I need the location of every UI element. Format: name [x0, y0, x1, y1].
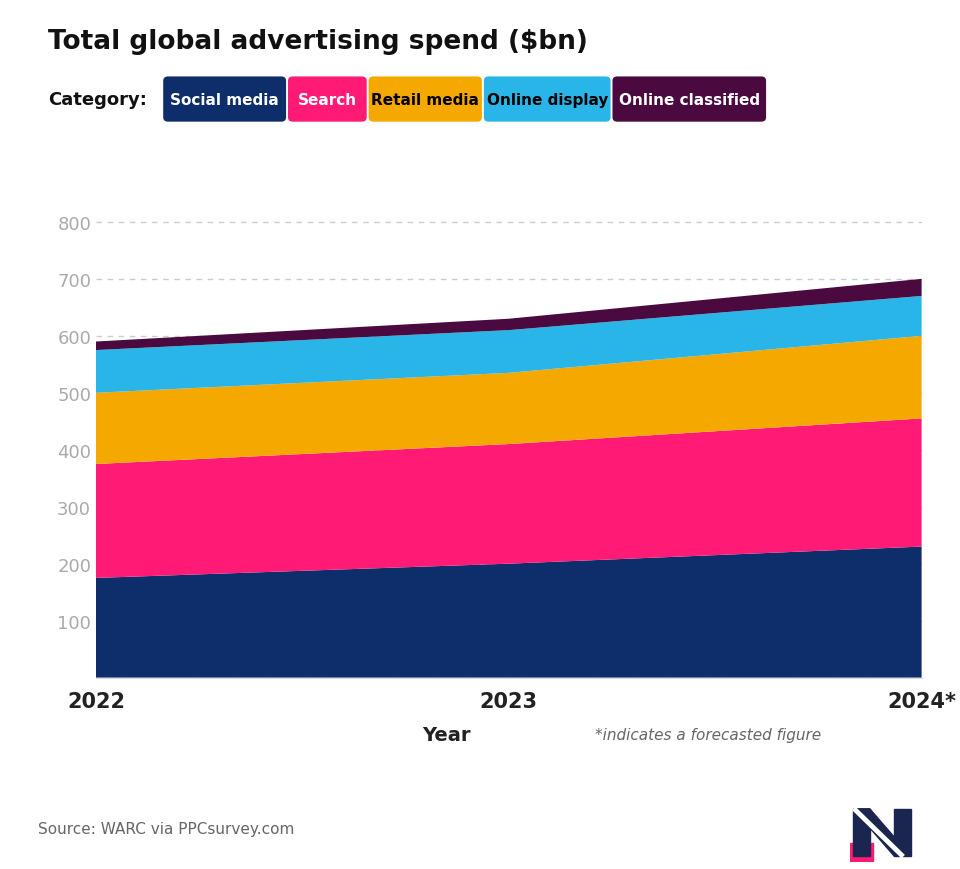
Text: Total global advertising spend ($bn): Total global advertising spend ($bn) — [48, 29, 588, 55]
Polygon shape — [853, 809, 911, 856]
Text: Search: Search — [298, 92, 357, 108]
Polygon shape — [853, 809, 870, 856]
Text: Retail media: Retail media — [372, 92, 479, 108]
Text: Year: Year — [422, 725, 470, 744]
Text: Category:: Category: — [48, 91, 147, 109]
Text: Online display: Online display — [487, 92, 608, 108]
Polygon shape — [895, 809, 911, 856]
Bar — [850, 843, 873, 862]
Text: *indicates a forecasted figure: *indicates a forecasted figure — [595, 726, 822, 742]
Text: Source: WARC via PPCsurvey.com: Source: WARC via PPCsurvey.com — [38, 821, 295, 837]
Text: Social media: Social media — [170, 92, 279, 108]
Text: Online classified: Online classified — [618, 92, 760, 108]
